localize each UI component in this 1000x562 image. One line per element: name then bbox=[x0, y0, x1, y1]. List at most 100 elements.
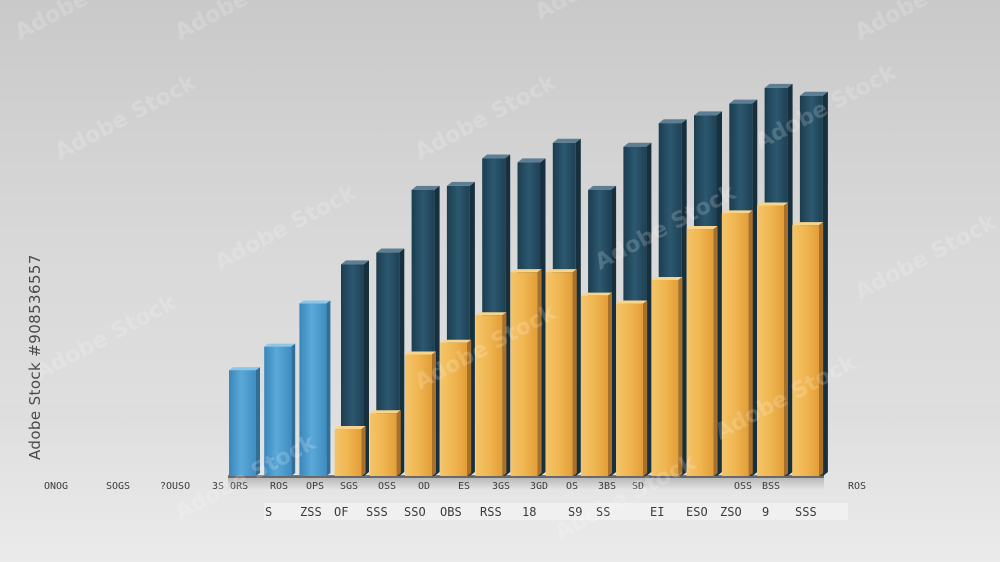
front-bar bbox=[334, 425, 366, 476]
front-bar-side bbox=[748, 210, 753, 477]
tick-label-bottom: EI bbox=[650, 505, 664, 519]
front-bar-side bbox=[784, 202, 788, 476]
chart-baseline bbox=[228, 475, 824, 478]
tick-label-top: 3GD bbox=[530, 481, 548, 492]
tick-label-top: OS bbox=[566, 481, 578, 492]
tick-label-top: SOGS bbox=[106, 481, 130, 492]
tick-label-bottom: SSO bbox=[404, 505, 426, 519]
front-bar-face bbox=[475, 315, 503, 476]
tick-label-top: BSS bbox=[762, 481, 780, 492]
floor-shadow bbox=[228, 475, 824, 490]
front-bar-side bbox=[537, 269, 542, 476]
watermark-text: Adobe Stock bbox=[211, 180, 361, 276]
front-bar-top bbox=[616, 300, 648, 304]
front-bar-face bbox=[229, 370, 256, 476]
back-bar-top bbox=[799, 91, 828, 96]
front-bar-side bbox=[467, 339, 472, 476]
front-bar-side bbox=[608, 292, 612, 476]
back-bar-top bbox=[376, 248, 405, 253]
tick-label-bottom: 9 bbox=[762, 505, 769, 519]
tick-label-top: 3BS bbox=[598, 481, 616, 492]
front-bar-side bbox=[678, 277, 683, 476]
tick-label-bottom: SSS bbox=[795, 505, 817, 519]
front-bar-side bbox=[713, 226, 718, 476]
back-bar-top bbox=[694, 111, 722, 116]
front-bar-face bbox=[334, 428, 362, 476]
front-bar-face bbox=[721, 213, 749, 477]
back-bar-side bbox=[681, 119, 687, 476]
back-bar-top bbox=[517, 158, 546, 163]
front-bar-face bbox=[440, 342, 468, 476]
front-bar-top bbox=[510, 269, 542, 273]
front-bar-top bbox=[581, 292, 612, 296]
back-bar-side bbox=[505, 154, 511, 477]
tick-label-top: ONOG bbox=[44, 481, 68, 492]
front-bar-face bbox=[581, 295, 608, 476]
tick-label-top: SGS bbox=[340, 481, 358, 492]
front-bar-side bbox=[256, 367, 260, 476]
tick-label-bottom: ESO bbox=[686, 505, 708, 519]
front-bar-side bbox=[572, 269, 577, 476]
back-bar-top bbox=[341, 260, 369, 265]
front-bar-top bbox=[757, 202, 788, 206]
back-bar-side bbox=[787, 83, 793, 477]
front-bar bbox=[405, 351, 436, 476]
front-bar-face bbox=[510, 272, 538, 476]
tick-label-top: ROS bbox=[270, 481, 288, 492]
front-bar bbox=[792, 222, 824, 476]
front-bar-top bbox=[264, 343, 296, 347]
front-bar bbox=[299, 300, 331, 476]
watermark-text: Adobe Stock bbox=[171, 0, 321, 45]
front-bar bbox=[651, 277, 683, 476]
back-bar-side bbox=[575, 138, 581, 477]
front-bar bbox=[229, 367, 260, 476]
front-bar bbox=[545, 269, 577, 476]
watermark-text: Adobe Stock bbox=[531, 0, 681, 25]
watermark-text: Adobe Stock bbox=[411, 70, 561, 166]
tick-label-top: 3S ORS bbox=[212, 481, 248, 492]
tick-label-top: OSS bbox=[734, 481, 752, 492]
back-bar-top bbox=[658, 119, 687, 124]
stock-id-text: Adobe Stock #908536557 bbox=[26, 254, 44, 460]
front-bar-side bbox=[643, 300, 648, 476]
front-bar bbox=[757, 202, 788, 476]
tick-label-bottom: 18 bbox=[522, 505, 536, 519]
front-bar-side bbox=[291, 343, 296, 476]
front-bar-side bbox=[326, 300, 331, 476]
axis-labels: ONOG SOGS ?OUSO 3S ORS ROS OPS SGS OSS OD ES 3GS 3G… bbox=[44, 481, 866, 520]
tick-label-top: SD bbox=[632, 481, 644, 492]
back-bar-top bbox=[552, 138, 581, 143]
front-bar-top bbox=[299, 300, 331, 304]
back-bar-side bbox=[717, 111, 722, 477]
tick-label-bottom: ZSO bbox=[720, 505, 742, 519]
tick-label-bottom: S bbox=[265, 505, 272, 519]
front-bar-face bbox=[792, 225, 820, 476]
tick-label-bottom: ZSS bbox=[300, 505, 322, 519]
back-bar-side bbox=[752, 99, 758, 476]
front-bar-top bbox=[545, 269, 577, 273]
front-bar bbox=[264, 343, 296, 476]
tick-label-bottom: RSS bbox=[480, 505, 502, 519]
watermark-text: Adobe Stock bbox=[51, 70, 201, 166]
front-bar-top bbox=[334, 425, 366, 429]
front-bar-face bbox=[405, 354, 432, 476]
tick-label-top: ?OUSO bbox=[160, 481, 190, 492]
front-bar bbox=[369, 410, 401, 476]
front-bar-side bbox=[502, 312, 507, 476]
tick-label-top: ES bbox=[458, 481, 470, 492]
tick-label-top: OD bbox=[418, 481, 430, 492]
back-bar-face bbox=[341, 264, 364, 476]
back-bar-side bbox=[646, 142, 652, 476]
back-bar-top bbox=[411, 185, 440, 190]
front-bar-face bbox=[616, 303, 644, 476]
watermark-id: #908536557 bbox=[26, 254, 44, 357]
back-bar-side bbox=[822, 91, 828, 476]
front-bar-face bbox=[369, 413, 397, 476]
tick-label-bottom: OBS bbox=[440, 505, 462, 519]
floor-shadow-band bbox=[228, 476, 824, 490]
tick-label-bottom: SS bbox=[596, 505, 610, 519]
tick-label-bottom: SSS bbox=[366, 505, 388, 519]
front-bar-top bbox=[405, 351, 436, 355]
